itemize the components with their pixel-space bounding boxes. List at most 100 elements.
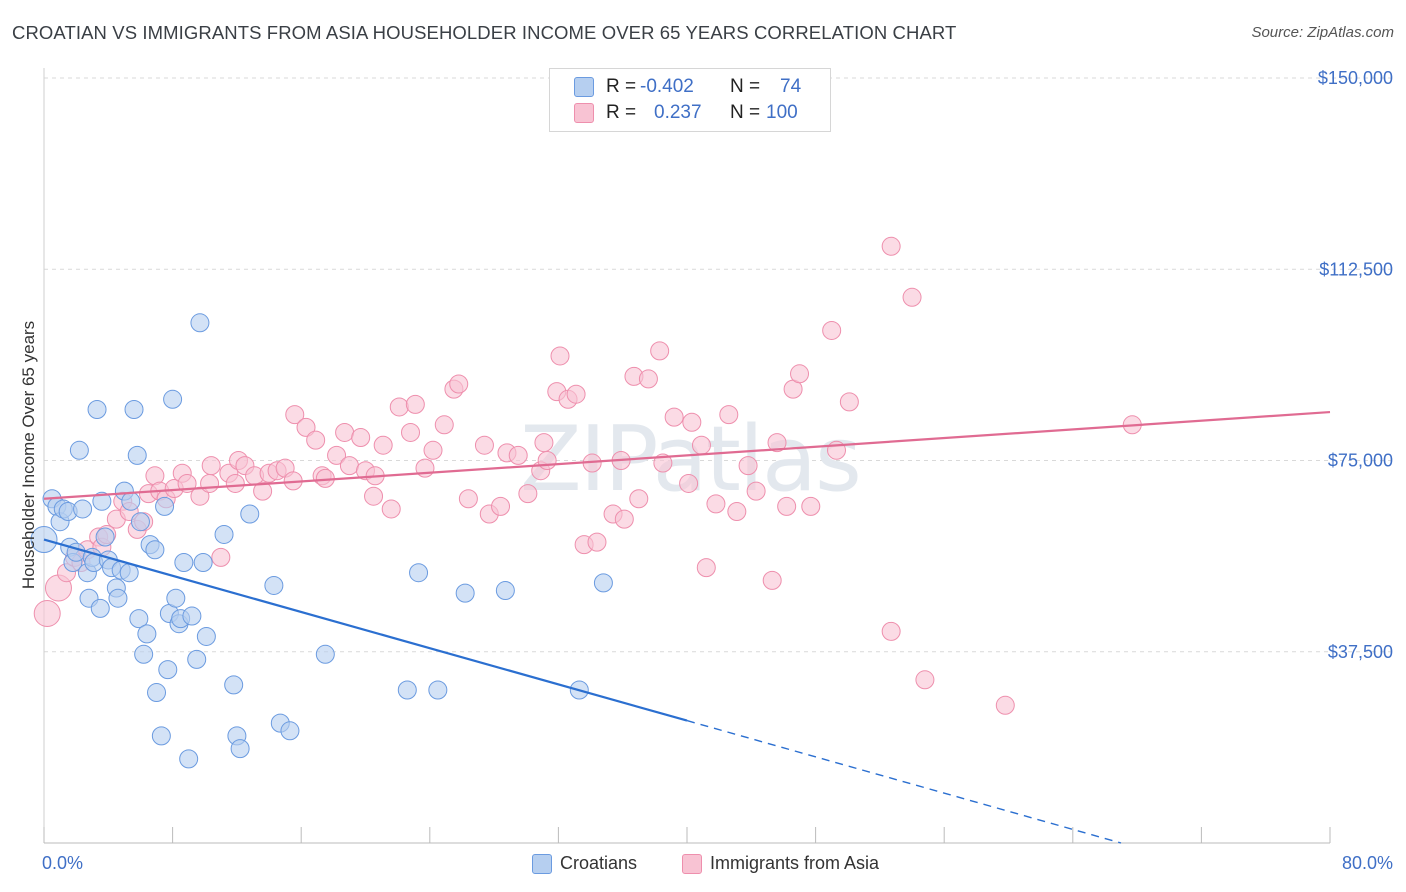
croatians-point-47 [187, 649, 207, 669]
legend-swatch-immigrants [682, 853, 702, 874]
immigrants-point-57 [458, 489, 478, 509]
x-tick-label-1: 80.0% [1342, 853, 1393, 873]
croatians-point-58 [280, 721, 300, 741]
x-tick-labels: 0.0% 80.0% [42, 853, 1393, 873]
immigrants-point-102 [881, 621, 901, 641]
legend-r-value: -0.402 [640, 76, 694, 97]
croatians-point-36 [151, 726, 171, 746]
legend-r-value: 0.237 [654, 102, 702, 123]
immigrants-point-35 [285, 405, 305, 425]
y-tick-label-0: $37,500 [1328, 642, 1393, 662]
legend-n-label: N = [730, 102, 761, 123]
croatians-point-48 [190, 313, 210, 333]
y-tick-labels: $37,500 $75,000 $112,500 $150,000 [1318, 68, 1393, 662]
correlation-legend: R = -0.402 N = 74 R = 0.237 N = 100 [549, 68, 831, 132]
immigrants-point-54 [434, 415, 454, 435]
immigrants-point-56 [449, 374, 469, 394]
immigrants-point-78 [629, 489, 649, 509]
axes [43, 68, 1331, 844]
immigrants-point-92 [762, 570, 782, 590]
immigrants-point-66 [537, 451, 557, 470]
croatians-point-50 [196, 626, 216, 646]
immigrants-point-90 [738, 456, 758, 476]
immigrants-point-42 [339, 456, 359, 476]
croatians-point-49 [193, 553, 213, 572]
immigrants-point-91 [746, 481, 766, 501]
immigrants-point-96 [790, 364, 810, 384]
y-tick-label-2: $112,500 [1319, 259, 1393, 279]
croatians-point-59 [315, 644, 335, 664]
croatians-point-17 [92, 491, 112, 511]
croatians-point-22 [108, 588, 128, 608]
croatians-point-16 [90, 598, 110, 618]
immigrants-point-83 [679, 473, 699, 493]
croatians-point-55 [240, 504, 260, 524]
croatians-point-54 [230, 739, 250, 759]
immigrants-point-101 [881, 236, 901, 256]
immigrants-point-0 [33, 600, 61, 627]
immigrants-point-105 [995, 695, 1015, 715]
source-label: Source: ZipAtlas.com [1251, 24, 1394, 41]
croatians-trend-extension [686, 719, 1122, 844]
croatians-point-31 [134, 644, 154, 664]
legend-item-croatians: Croatians [532, 853, 637, 874]
immigrants-point-65 [534, 433, 554, 453]
chart-title: CROATIAN VS IMMIGRANTS FROM ASIA HOUSEHO… [12, 22, 957, 43]
immigrants-point-82 [664, 407, 684, 427]
croatians-point-51 [214, 524, 234, 544]
immigrants-point-103 [902, 287, 922, 307]
croatians-point-26 [121, 491, 141, 511]
croatians-point-61 [409, 563, 429, 583]
immigrants-point-93 [767, 433, 787, 453]
croatians-point-30 [130, 512, 150, 532]
croatians-point-44 [174, 553, 194, 572]
grid-lines [44, 77, 1392, 653]
immigrants-point-37 [306, 430, 326, 450]
croatians-point-27 [124, 400, 144, 419]
croatians-point-37 [155, 496, 175, 516]
immigrants-point-26 [225, 473, 245, 493]
immigrants-point-30 [253, 481, 273, 501]
immigrants-point-43 [351, 428, 371, 448]
immigrants-point-68 [550, 346, 570, 366]
immigrants-point-36 [296, 417, 316, 437]
croatians-point-15 [87, 400, 107, 419]
croatians-point-32 [137, 624, 157, 644]
immigrants-point-60 [491, 496, 511, 516]
series-legend: Croatians Immigrants from Asia [0, 853, 1406, 877]
trend-lines [43, 410, 1331, 844]
croatians-point-62 [428, 680, 448, 700]
legend-r-label: R = [606, 76, 637, 97]
immigrants-point-58 [474, 435, 494, 455]
y-tick-label-3: $150,000 [1318, 68, 1393, 88]
croatians-point-40 [163, 389, 183, 409]
croatians-point-18 [95, 527, 115, 547]
immigrants-point-84 [682, 412, 702, 432]
immigrants-point-88 [719, 405, 739, 425]
legend-n-value: 100 [766, 102, 798, 123]
legend-swatch-blue [574, 77, 594, 97]
immigrants-point-45 [364, 486, 384, 506]
legend-label-immigrants: Immigrants from Asia [710, 853, 880, 873]
legend-r-label: R = [606, 102, 637, 123]
immigrants-point-80 [650, 341, 670, 361]
croatians-point-45 [179, 749, 199, 769]
legend-n-value: 74 [780, 76, 802, 97]
immigrants-point-79 [638, 369, 658, 389]
immigrants-point-62 [508, 445, 528, 465]
immigrants-point-24 [211, 547, 231, 567]
immigrants-point-94 [777, 496, 797, 516]
y-axis-title: Householder Income Over 65 years [19, 321, 38, 589]
immigrants-point-100 [839, 392, 859, 412]
croatians-point-29 [129, 609, 149, 629]
immigrants-point-86 [696, 558, 716, 578]
croatians-point-60 [397, 680, 417, 700]
immigrants-point-98 [822, 320, 842, 340]
y-tick-label-1: $75,000 [1328, 451, 1393, 471]
croatians-point-63 [455, 583, 475, 603]
immigrants-point-70 [566, 384, 586, 404]
immigrants-point-63 [518, 484, 538, 504]
immigrants-point-23 [201, 456, 221, 476]
legend-swatch-croatians [532, 853, 552, 874]
